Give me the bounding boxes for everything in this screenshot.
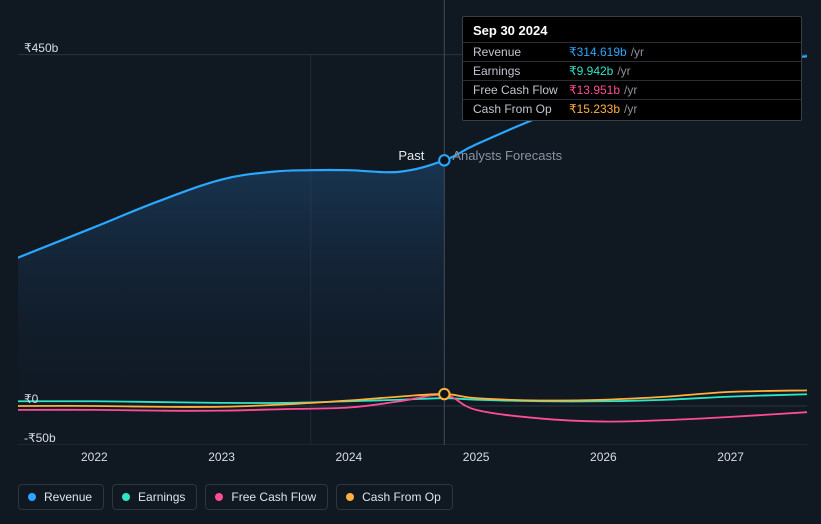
tooltip-row: Earnings₹9.942b/yr: [463, 61, 801, 80]
tooltip-metric-name: Free Cash Flow: [473, 83, 569, 97]
tooltip-row: Free Cash Flow₹13.951b/yr: [463, 80, 801, 99]
y-axis-label: -₹50b: [24, 431, 56, 445]
tooltip-metric-value: ₹13.951b: [569, 83, 620, 97]
tooltip-row: Cash From Op₹15.233b/yr: [463, 99, 801, 118]
tooltip-metric-unit: /yr: [624, 102, 637, 116]
tooltip-metric-name: Earnings: [473, 64, 569, 78]
past-label: Past: [398, 148, 424, 163]
x-axis-label: 2026: [590, 450, 617, 464]
legend-label: Free Cash Flow: [231, 490, 316, 504]
legend: Revenue Earnings Free Cash Flow Cash From O…: [18, 484, 453, 510]
tooltip-metric-unit: /yr: [631, 45, 644, 59]
x-axis-label: 2023: [208, 450, 235, 464]
x-axis-labels: 2022 2023 2024 2025 2026 2027: [18, 450, 809, 468]
chart-tooltip: Sep 30 2024 Revenue₹314.619b/yrEarnings₹…: [462, 16, 802, 121]
tooltip-date: Sep 30 2024: [463, 23, 801, 42]
tooltip-metric-value: ₹314.619b: [569, 45, 627, 59]
tooltip-metric-value: ₹15.233b: [569, 102, 620, 116]
y-axis-label: ₹450b: [24, 41, 58, 55]
x-axis-label: 2025: [463, 450, 490, 464]
forecast-label: Analysts Forecasts: [452, 148, 562, 163]
tooltip-metric-name: Revenue: [473, 45, 569, 59]
legend-item-cfo[interactable]: Cash From Op: [336, 484, 453, 510]
legend-item-fcf[interactable]: Free Cash Flow: [205, 484, 328, 510]
legend-label: Earnings: [138, 490, 185, 504]
legend-item-earnings[interactable]: Earnings: [112, 484, 197, 510]
tooltip-metric-unit: /yr: [617, 64, 630, 78]
legend-swatch: [122, 493, 130, 501]
tooltip-metric-name: Cash From Op: [473, 102, 569, 116]
legend-swatch: [215, 493, 223, 501]
x-axis-label: 2027: [717, 450, 744, 464]
x-axis-label: 2022: [81, 450, 108, 464]
tooltip-metric-unit: /yr: [624, 83, 637, 97]
x-axis-label: 2024: [336, 450, 363, 464]
legend-item-revenue[interactable]: Revenue: [18, 484, 104, 510]
y-axis-label: ₹0: [24, 392, 38, 406]
legend-label: Revenue: [44, 490, 92, 504]
tooltip-metric-value: ₹9.942b: [569, 64, 613, 78]
legend-label: Cash From Op: [362, 490, 441, 504]
legend-swatch: [346, 493, 354, 501]
legend-swatch: [28, 493, 36, 501]
tooltip-row: Revenue₹314.619b/yr: [463, 42, 801, 61]
